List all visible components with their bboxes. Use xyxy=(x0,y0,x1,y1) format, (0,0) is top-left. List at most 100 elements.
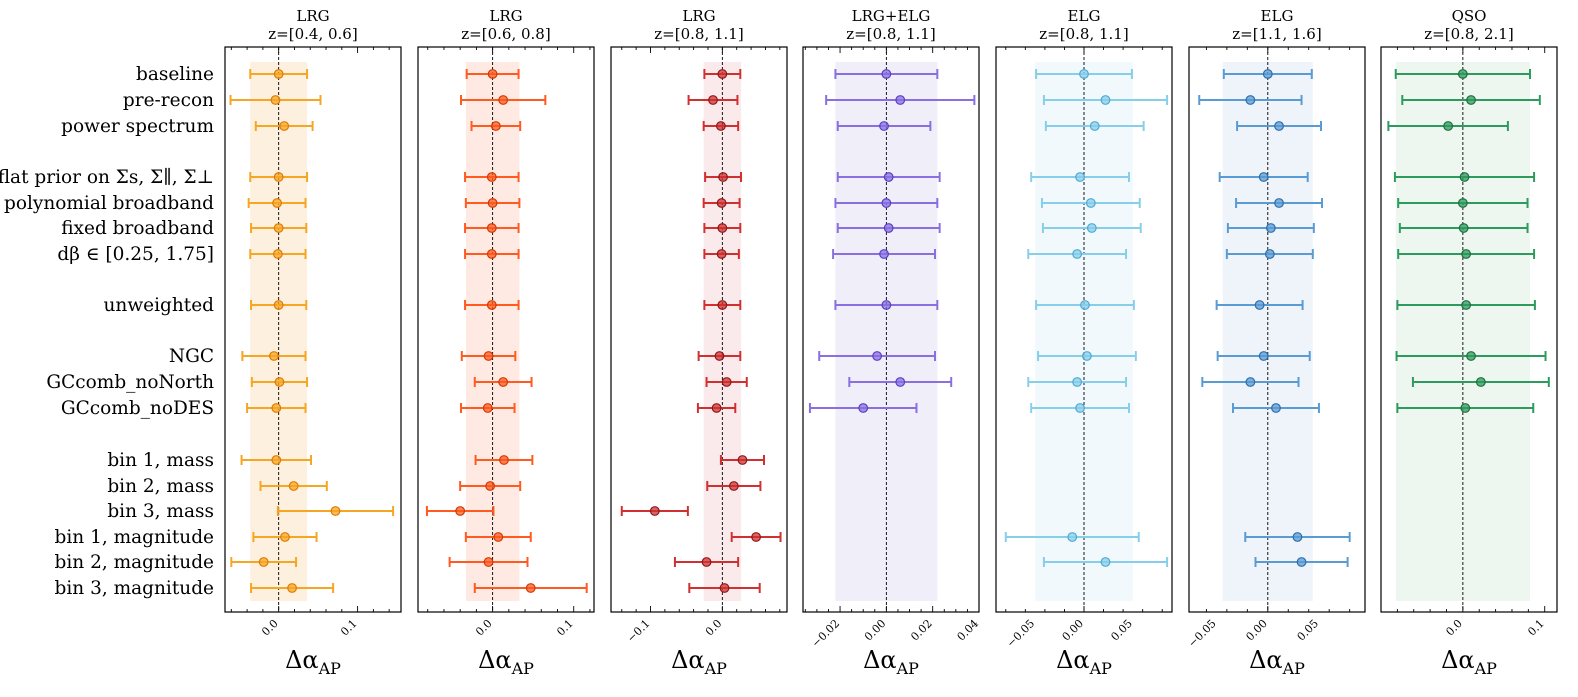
point-marker xyxy=(649,506,660,516)
x-axis-label: ΔαAP xyxy=(671,646,727,678)
panel-title-redshift: z=[1.1, 1.6] xyxy=(1232,25,1321,43)
data-point xyxy=(276,506,395,516)
point-marker xyxy=(1072,377,1083,387)
point-marker xyxy=(717,300,728,310)
data-point xyxy=(1236,121,1322,131)
tick-label: −0.05 xyxy=(1186,617,1219,650)
data-point xyxy=(464,532,532,542)
data-point xyxy=(1397,198,1529,208)
row-label: baseline xyxy=(136,64,214,85)
point-marker xyxy=(858,403,869,413)
tick-label: 0.1 xyxy=(554,617,576,639)
panel-title-redshift: z=[0.4, 0.6] xyxy=(268,25,357,43)
point-marker xyxy=(1460,403,1471,413)
row-label: NGC xyxy=(169,346,214,367)
tick-label: 0.1 xyxy=(338,617,360,639)
panel-title-tracer: LRG xyxy=(296,7,329,25)
tick-label: 0.0 xyxy=(473,617,495,639)
data-point xyxy=(1035,69,1133,79)
error-band xyxy=(835,62,938,601)
data-point xyxy=(1226,223,1315,233)
data-point xyxy=(1396,300,1536,310)
point-marker xyxy=(1072,249,1083,259)
panel-frame xyxy=(224,46,402,613)
tick-label: −0.1 xyxy=(625,617,653,645)
data-point xyxy=(464,172,520,182)
point-marker xyxy=(1466,351,1476,361)
data-point xyxy=(704,172,743,182)
data-point xyxy=(808,403,918,413)
point-marker xyxy=(288,481,299,491)
point-marker xyxy=(483,351,494,361)
data-point xyxy=(460,351,517,361)
point-marker xyxy=(1461,249,1472,259)
point-marker xyxy=(271,455,282,465)
data-point xyxy=(703,69,742,79)
tick-label: 0.0 xyxy=(703,617,725,639)
data-point xyxy=(1235,198,1324,208)
data-point xyxy=(836,223,941,233)
row-labels: baseline pre-recon power spectrum flat prio… xyxy=(0,64,214,599)
point-marker xyxy=(718,172,728,182)
point-marker xyxy=(881,300,892,310)
point-marker xyxy=(717,223,728,233)
x-axis-label-main: Δα xyxy=(1056,646,1090,674)
row-label: fixed broadband xyxy=(61,218,214,239)
row-label: unweighted xyxy=(103,295,214,316)
point-marker xyxy=(1075,172,1085,182)
point-marker xyxy=(1089,121,1100,131)
point-marker xyxy=(1245,95,1256,105)
point-marker xyxy=(274,377,285,387)
data-point xyxy=(249,69,309,79)
tick-label: 0.1 xyxy=(1525,617,1547,639)
point-marker xyxy=(1262,69,1273,79)
point-marker xyxy=(490,121,501,131)
data-point xyxy=(1027,377,1128,387)
data-point xyxy=(1215,300,1304,310)
data-point xyxy=(464,300,520,310)
panel-title-tracer: LRG xyxy=(682,7,715,25)
data-point xyxy=(705,377,748,387)
point-marker xyxy=(498,377,509,387)
x-axis-label-sub: AP xyxy=(1089,659,1113,678)
data-point xyxy=(1232,403,1320,413)
panel-title-tracer: LRG xyxy=(489,7,522,25)
error-band xyxy=(1035,62,1133,601)
data-point xyxy=(250,583,335,593)
row-label: pre-recon xyxy=(123,90,214,111)
data-point xyxy=(1395,351,1547,361)
data-point xyxy=(247,198,307,208)
data-point xyxy=(696,403,737,413)
data-point xyxy=(1040,198,1141,208)
data-point xyxy=(825,95,976,105)
point-marker xyxy=(895,377,906,387)
point-marker xyxy=(258,557,269,567)
tick-label: 0.02 xyxy=(908,617,935,644)
x-axis-label-main: Δα xyxy=(863,646,897,674)
data-point xyxy=(1044,121,1145,131)
point-marker xyxy=(499,455,509,465)
tick-label: 0.00 xyxy=(1243,617,1270,644)
point-marker xyxy=(728,481,739,491)
point-marker xyxy=(1475,377,1486,387)
data-point xyxy=(1244,532,1351,542)
data-point xyxy=(1198,95,1303,105)
row-label: dβ ∈ [0.25, 1.75] xyxy=(57,244,214,265)
point-marker xyxy=(1100,557,1111,567)
data-point xyxy=(474,455,534,465)
data-point xyxy=(241,351,307,361)
point-marker xyxy=(287,583,297,593)
row-label: bin 3, mass xyxy=(107,501,214,522)
point-marker xyxy=(737,455,748,465)
data-point xyxy=(836,121,932,131)
x-axis-label: ΔαAP xyxy=(285,646,341,678)
row-label: flat prior on Σs, Σ∥, Σ⊥ xyxy=(0,167,214,188)
point-marker xyxy=(486,223,497,233)
data-point xyxy=(229,95,322,105)
point-marker xyxy=(525,583,536,593)
point-marker xyxy=(751,532,762,542)
point-marker xyxy=(1443,121,1454,131)
